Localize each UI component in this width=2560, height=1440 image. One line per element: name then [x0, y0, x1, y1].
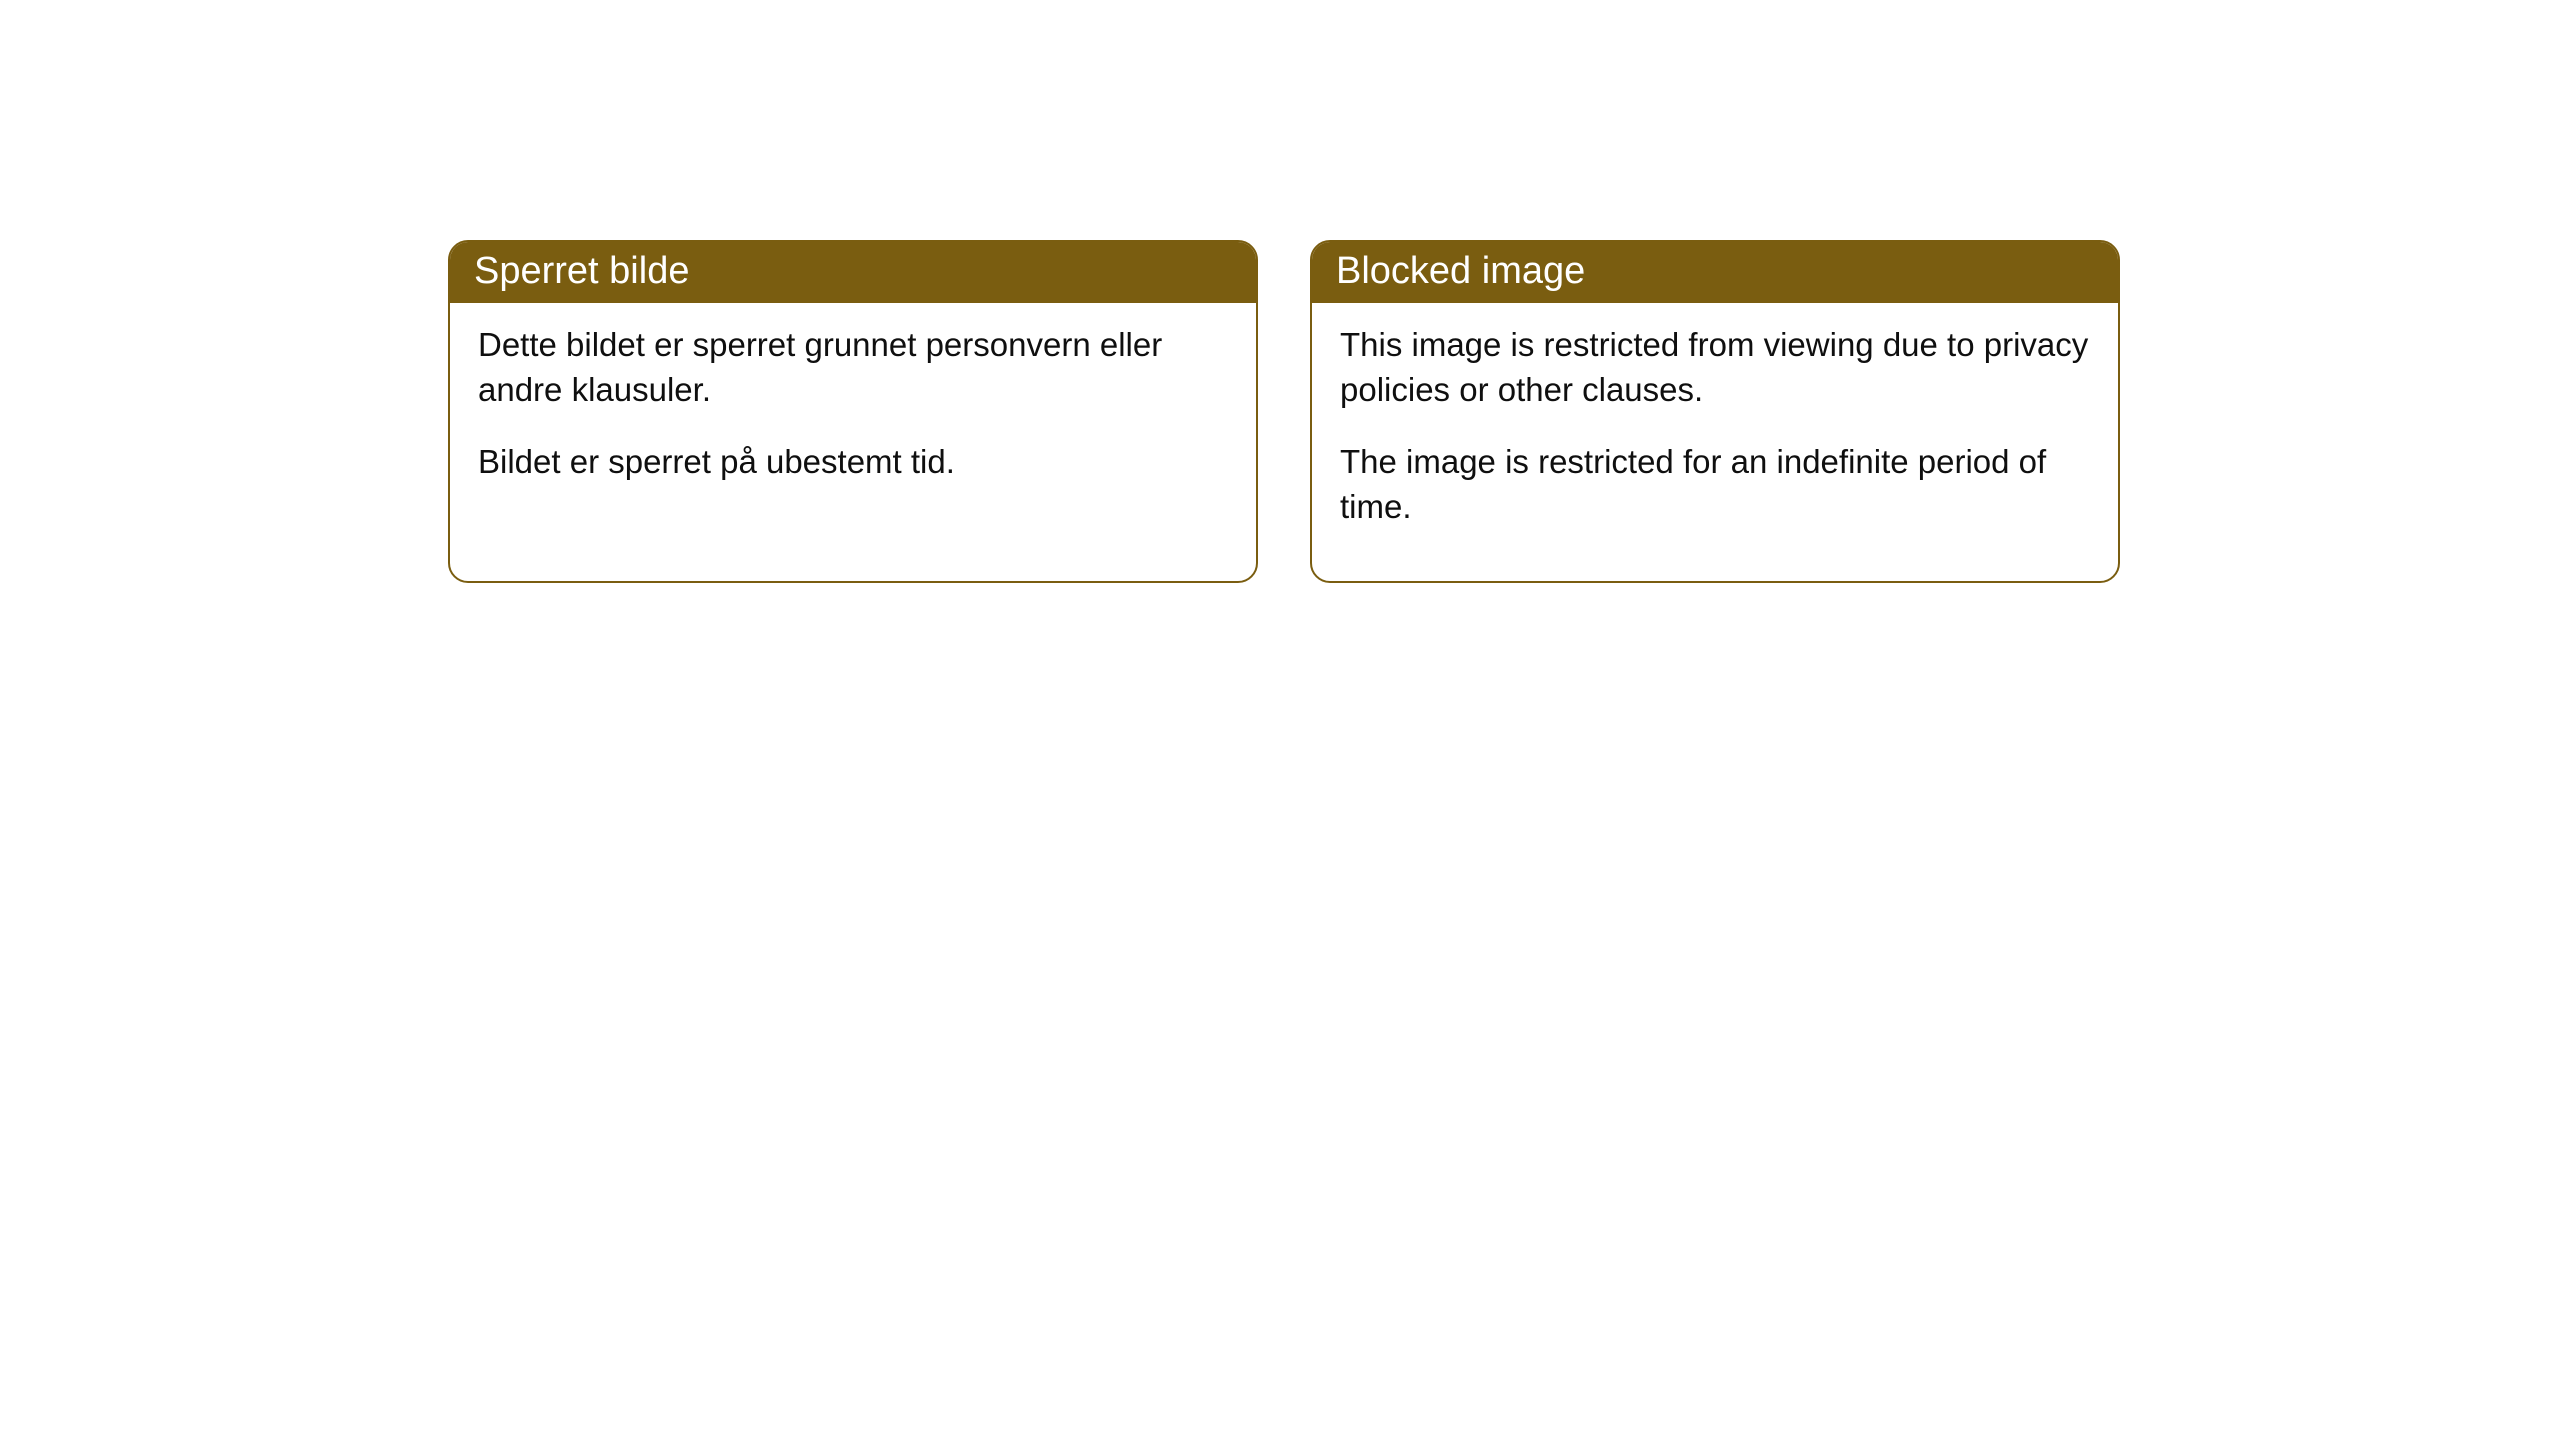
notice-card-english: Blocked image This image is restricted f… [1310, 240, 2120, 583]
card-paragraph: Dette bildet er sperret grunnet personve… [478, 323, 1228, 412]
card-title: Sperret bilde [474, 250, 689, 292]
notice-card-norwegian: Sperret bilde Dette bildet er sperret gr… [448, 240, 1258, 583]
card-paragraph: The image is restricted for an indefinit… [1340, 440, 2090, 529]
card-paragraph: Bildet er sperret på ubestemt tid. [478, 440, 1228, 485]
card-paragraph: This image is restricted from viewing du… [1340, 323, 2090, 412]
card-body: This image is restricted from viewing du… [1312, 303, 2118, 581]
card-title: Blocked image [1336, 250, 1585, 292]
notice-cards-container: Sperret bilde Dette bildet er sperret gr… [448, 240, 2120, 583]
card-header: Sperret bilde [450, 242, 1256, 303]
card-body: Dette bildet er sperret grunnet personve… [450, 303, 1256, 537]
card-header: Blocked image [1312, 242, 2118, 303]
